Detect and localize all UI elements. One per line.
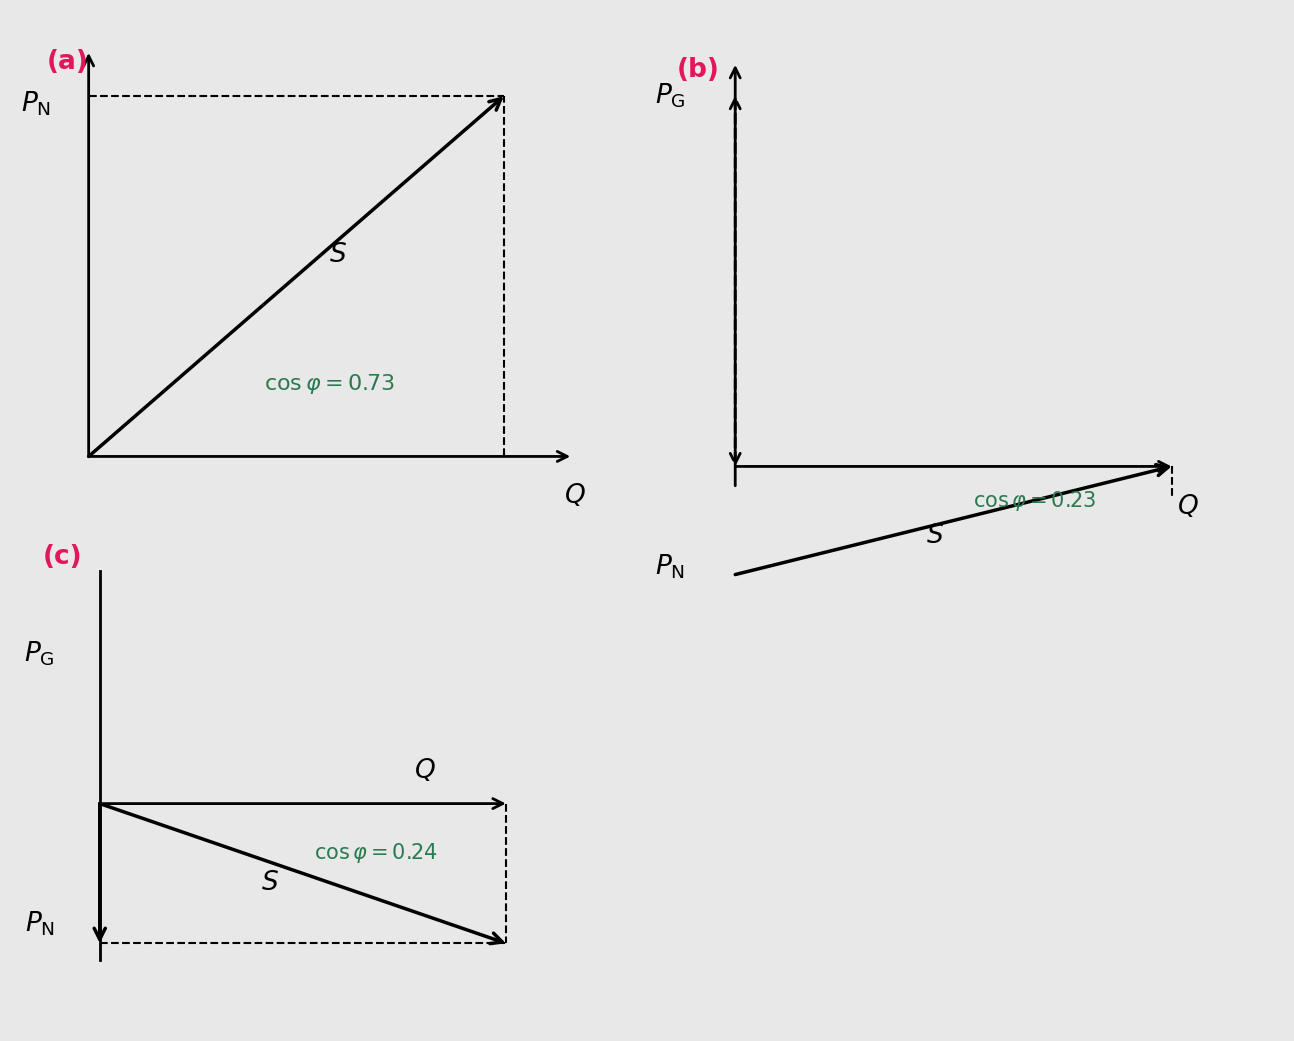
Text: $\cos\varphi = 0.23$: $\cos\varphi = 0.23$ bbox=[973, 489, 1096, 513]
Text: $Q$: $Q$ bbox=[1178, 493, 1200, 520]
Text: $S$: $S$ bbox=[925, 523, 943, 549]
Text: $P_\mathrm{G}$: $P_\mathrm{G}$ bbox=[655, 81, 686, 110]
Text: $S$: $S$ bbox=[261, 870, 280, 896]
Text: $P_\mathrm{N}$: $P_\mathrm{N}$ bbox=[655, 553, 686, 581]
Text: $P_\mathrm{G}$: $P_\mathrm{G}$ bbox=[25, 640, 56, 668]
Text: $S$: $S$ bbox=[329, 242, 347, 268]
Text: (b): (b) bbox=[677, 57, 719, 83]
Text: $\cos\varphi = 0.73$: $\cos\varphi = 0.73$ bbox=[264, 373, 395, 397]
Text: $Q$: $Q$ bbox=[564, 482, 585, 509]
Text: $Q$: $Q$ bbox=[414, 757, 436, 784]
Text: $P_\mathrm{N}$: $P_\mathrm{N}$ bbox=[21, 90, 52, 118]
Text: (c): (c) bbox=[43, 544, 83, 570]
Text: $P_\mathrm{N}$: $P_\mathrm{N}$ bbox=[25, 909, 56, 938]
Text: (a): (a) bbox=[47, 49, 89, 75]
Text: $\cos\varphi = 0.24$: $\cos\varphi = 0.24$ bbox=[314, 841, 437, 865]
